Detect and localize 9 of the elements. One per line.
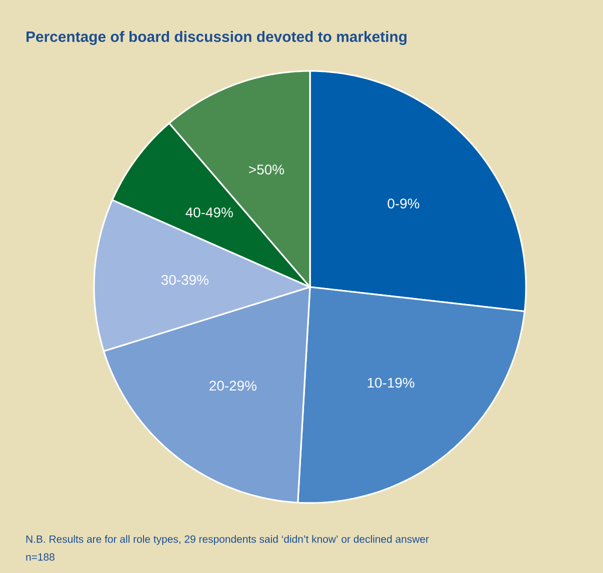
slice-label: 40-49% <box>186 207 233 218</box>
slice-label: 10-19% <box>368 378 414 388</box>
slice-label: 20-29% <box>210 380 256 391</box>
slice-label: 30-39% <box>161 274 208 285</box>
text: n=188 <box>26 553 54 561</box>
chart-title: Percentage of board discussion devoted to marketing <box>26 30 406 45</box>
slice-label: 0-9% <box>388 198 420 208</box>
text: N.B. Results are for all role types, 29 respondents said ‘didn’t know’ or declined answer <box>26 535 429 545</box>
slice-label: >50% <box>249 164 284 174</box>
